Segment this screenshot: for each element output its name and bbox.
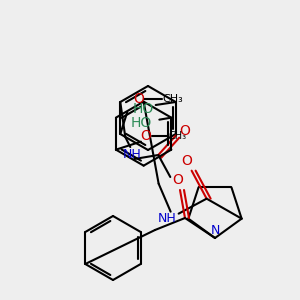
Text: HO: HO bbox=[131, 116, 152, 130]
Text: O: O bbox=[179, 124, 190, 138]
Text: N: N bbox=[210, 224, 220, 236]
Text: NH: NH bbox=[123, 148, 142, 161]
Text: O: O bbox=[181, 154, 192, 168]
Text: CH₃: CH₃ bbox=[169, 131, 187, 141]
Text: NH: NH bbox=[157, 212, 176, 225]
Text: O: O bbox=[172, 173, 183, 187]
Text: HO: HO bbox=[133, 102, 154, 116]
Text: CH₃: CH₃ bbox=[162, 94, 183, 104]
Text: O: O bbox=[133, 92, 144, 106]
Text: O: O bbox=[140, 129, 152, 143]
